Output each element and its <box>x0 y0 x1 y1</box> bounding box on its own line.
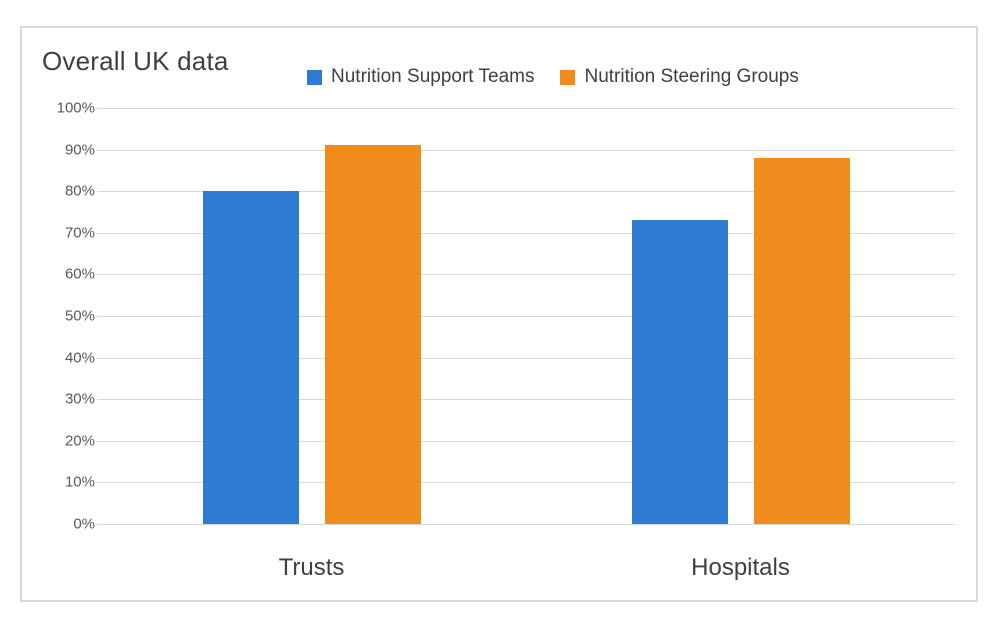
y-tick-label: 40% <box>64 349 95 367</box>
bar-hospitals-nutrition-support-teams <box>631 220 728 524</box>
gridline-50% <box>97 316 955 317</box>
bar-trusts-nutrition-steering-groups <box>324 145 421 524</box>
y-tick-label: 10% <box>64 473 95 491</box>
legend-label: Nutrition Support Teams <box>331 66 535 87</box>
gridline-0% <box>97 524 955 525</box>
category-label-trusts: Trusts <box>278 554 345 581</box>
y-tick-label: 70% <box>64 224 95 242</box>
y-tick-label: 0% <box>73 515 95 533</box>
gridline-20% <box>97 440 955 442</box>
bar-trusts-nutrition-support-teams <box>202 191 299 524</box>
category-label-hospitals: Hospitals <box>691 554 790 581</box>
chart-legend: Nutrition Support Teams Nutrition Steerin… <box>307 66 799 88</box>
legend-swatch-icon <box>560 69 576 85</box>
gridline-70% <box>97 232 955 234</box>
y-tick-label: 100% <box>56 99 95 117</box>
y-tick-label: 20% <box>64 432 95 450</box>
gridline-10% <box>97 482 955 484</box>
gridline-100% <box>97 108 955 109</box>
chart-title: Overall UK data <box>42 46 229 76</box>
y-tick-label: 80% <box>64 182 95 200</box>
gridline-60% <box>97 274 955 276</box>
legend-label: Nutrition Steering Groups <box>584 66 799 87</box>
y-tick-label: 50% <box>64 307 95 325</box>
legend-swatch-icon <box>307 69 322 85</box>
gridline-90% <box>97 149 955 151</box>
y-tick-label: 60% <box>64 265 95 283</box>
plot-area: 0% 10% 20% 30% 40% 50% 60% 70% 80% 90% 100% Trusts H… <box>57 100 955 581</box>
legend-item-nutrition-steering-groups: Nutrition Steering Groups <box>560 66 799 88</box>
legend-item-nutrition-support-teams: Nutrition Support Teams <box>307 66 534 88</box>
y-tick-label: 90% <box>64 141 95 159</box>
chart-frame: Overall UK data Nutrition Support Teams N… <box>20 26 978 602</box>
y-tick-label: 30% <box>64 390 95 408</box>
bar-hospitals-nutrition-steering-groups <box>753 157 850 524</box>
gridline-30% <box>97 399 955 401</box>
gridline-80% <box>97 191 955 193</box>
gridline-40% <box>97 357 955 359</box>
